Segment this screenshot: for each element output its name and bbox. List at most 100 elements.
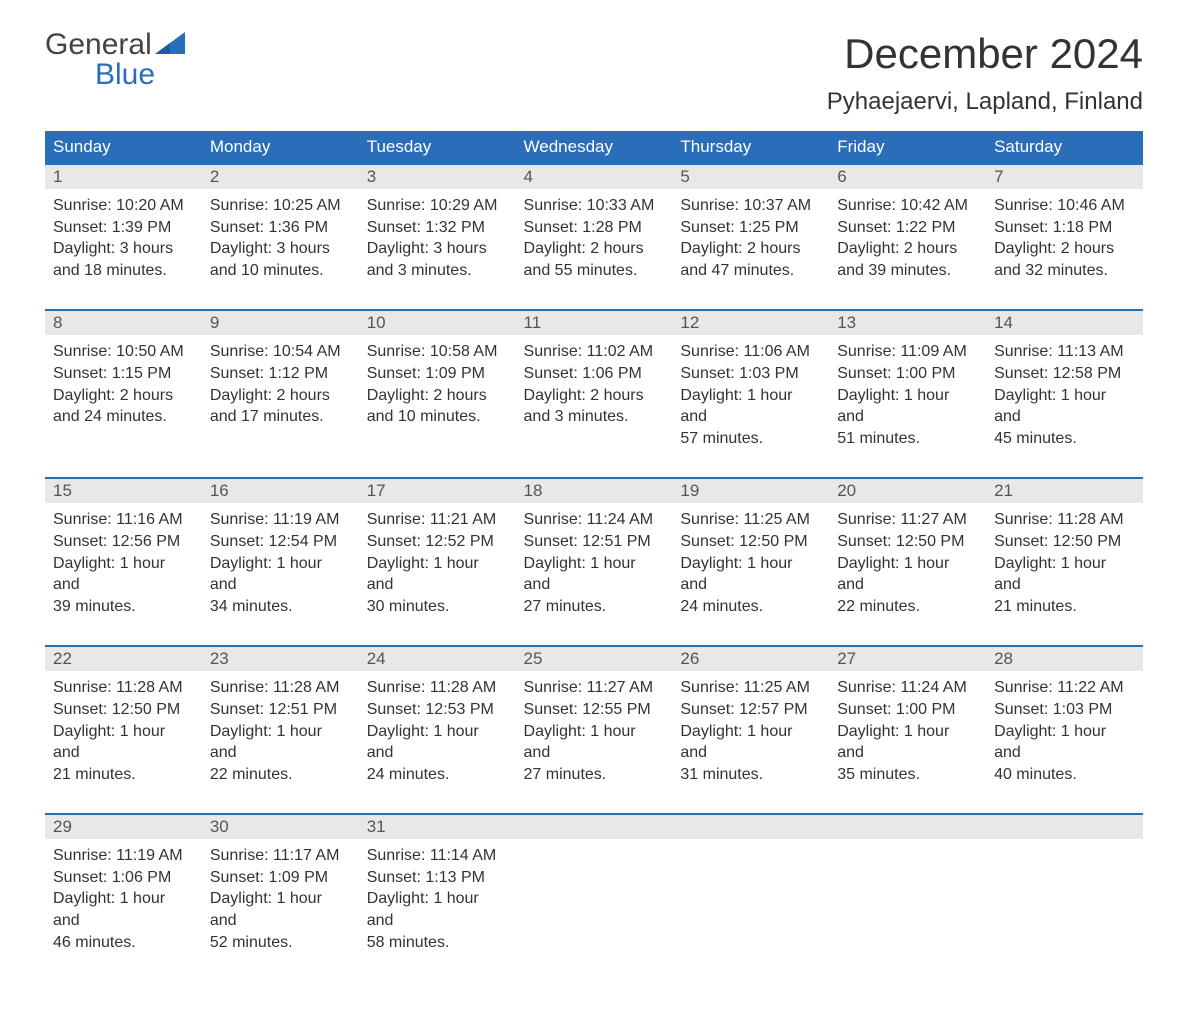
daylight-text-line1: Daylight: 1 hour and bbox=[524, 721, 665, 764]
daylight-text-line1: Daylight: 1 hour and bbox=[680, 385, 821, 428]
daylight-text-line1: Daylight: 1 hour and bbox=[367, 888, 508, 931]
header-right: December 2024 Pyhaejaervi, Lapland, Finl… bbox=[827, 30, 1143, 116]
daylight-text-line1: Daylight: 1 hour and bbox=[53, 553, 194, 596]
sunset-text: Sunset: 1:00 PM bbox=[837, 363, 978, 385]
daylight-text-line1: Daylight: 2 hours bbox=[524, 238, 665, 260]
day-number bbox=[672, 814, 829, 839]
day-number: 31 bbox=[359, 814, 516, 839]
daylight-text-line1: Daylight: 1 hour and bbox=[680, 721, 821, 764]
sunrise-text: Sunrise: 11:28 AM bbox=[367, 677, 508, 699]
day-content: Sunrise: 10:37 AMSunset: 1:25 PMDaylight… bbox=[672, 189, 829, 310]
sunset-text: Sunset: 1:09 PM bbox=[210, 867, 351, 889]
day-content bbox=[516, 839, 673, 981]
daylight-text-line1: Daylight: 1 hour and bbox=[210, 888, 351, 931]
sunrise-text: Sunrise: 10:20 AM bbox=[53, 195, 194, 217]
sunrise-text: Sunrise: 11:25 AM bbox=[680, 509, 821, 531]
sunrise-text: Sunrise: 11:17 AM bbox=[210, 845, 351, 867]
day-content: Sunrise: 10:58 AMSunset: 1:09 PMDaylight… bbox=[359, 335, 516, 478]
logo-top-row: General bbox=[45, 30, 185, 60]
day-content: Sunrise: 10:42 AMSunset: 1:22 PMDaylight… bbox=[829, 189, 986, 310]
sunset-text: Sunset: 1:22 PM bbox=[837, 217, 978, 239]
week-content-row: Sunrise: 11:28 AMSunset: 12:50 PMDayligh… bbox=[45, 671, 1143, 814]
day-number: 15 bbox=[45, 478, 202, 503]
sunset-text: Sunset: 1:36 PM bbox=[210, 217, 351, 239]
sunset-text: Sunset: 12:55 PM bbox=[524, 699, 665, 721]
day-number bbox=[986, 814, 1143, 839]
sunrise-text: Sunrise: 10:25 AM bbox=[210, 195, 351, 217]
daylight-text-line2: 22 minutes. bbox=[210, 764, 351, 786]
day-content: Sunrise: 11:25 AMSunset: 12:57 PMDayligh… bbox=[672, 671, 829, 814]
day-content: Sunrise: 11:22 AMSunset: 1:03 PMDaylight… bbox=[986, 671, 1143, 814]
sunrise-text: Sunrise: 11:24 AM bbox=[524, 509, 665, 531]
daylight-text-line1: Daylight: 1 hour and bbox=[210, 721, 351, 764]
day-number: 26 bbox=[672, 646, 829, 671]
sunset-text: Sunset: 1:00 PM bbox=[837, 699, 978, 721]
week-content-row: Sunrise: 11:19 AMSunset: 1:06 PMDaylight… bbox=[45, 839, 1143, 981]
day-content: Sunrise: 11:27 AMSunset: 12:50 PMDayligh… bbox=[829, 503, 986, 646]
daylight-text-line1: Daylight: 2 hours bbox=[53, 385, 194, 407]
week-number-row: 293031 bbox=[45, 814, 1143, 839]
daylight-text-line1: Daylight: 1 hour and bbox=[994, 385, 1135, 428]
sunrise-text: Sunrise: 11:22 AM bbox=[994, 677, 1135, 699]
sunset-text: Sunset: 12:50 PM bbox=[680, 531, 821, 553]
daylight-text-line2: 58 minutes. bbox=[367, 932, 508, 954]
day-content: Sunrise: 11:02 AMSunset: 1:06 PMDaylight… bbox=[516, 335, 673, 478]
day-content: Sunrise: 11:28 AMSunset: 12:50 PMDayligh… bbox=[45, 671, 202, 814]
daylight-text-line2: and 3 minutes. bbox=[524, 406, 665, 428]
sunrise-text: Sunrise: 11:27 AM bbox=[524, 677, 665, 699]
daylight-text-line1: Daylight: 1 hour and bbox=[210, 553, 351, 596]
day-number: 17 bbox=[359, 478, 516, 503]
sunrise-text: Sunrise: 11:09 AM bbox=[837, 341, 978, 363]
day-number: 30 bbox=[202, 814, 359, 839]
day-number: 12 bbox=[672, 310, 829, 335]
week-number-row: 891011121314 bbox=[45, 310, 1143, 335]
daylight-text-line2: 30 minutes. bbox=[367, 596, 508, 618]
sunrise-text: Sunrise: 10:58 AM bbox=[367, 341, 508, 363]
daylight-text-line2: 21 minutes. bbox=[994, 596, 1135, 618]
month-title: December 2024 bbox=[827, 30, 1143, 78]
day-number: 27 bbox=[829, 646, 986, 671]
day-content: Sunrise: 11:09 AMSunset: 1:00 PMDaylight… bbox=[829, 335, 986, 478]
day-number: 28 bbox=[986, 646, 1143, 671]
day-number: 22 bbox=[45, 646, 202, 671]
day-number: 3 bbox=[359, 164, 516, 189]
daylight-text-line2: and 18 minutes. bbox=[53, 260, 194, 282]
day-number: 10 bbox=[359, 310, 516, 335]
day-content: Sunrise: 11:19 AMSunset: 12:54 PMDayligh… bbox=[202, 503, 359, 646]
day-number: 18 bbox=[516, 478, 673, 503]
daylight-text-line1: Daylight: 3 hours bbox=[210, 238, 351, 260]
daylight-text-line2: 51 minutes. bbox=[837, 428, 978, 450]
day-content: Sunrise: 11:14 AMSunset: 1:13 PMDaylight… bbox=[359, 839, 516, 981]
day-number: 6 bbox=[829, 164, 986, 189]
sunset-text: Sunset: 1:03 PM bbox=[994, 699, 1135, 721]
sunset-text: Sunset: 12:56 PM bbox=[53, 531, 194, 553]
week-content-row: Sunrise: 10:20 AMSunset: 1:39 PMDaylight… bbox=[45, 189, 1143, 310]
daylight-text-line1: Daylight: 1 hour and bbox=[53, 888, 194, 931]
daylight-text-line1: Daylight: 1 hour and bbox=[994, 721, 1135, 764]
daylight-text-line1: Daylight: 1 hour and bbox=[837, 553, 978, 596]
sunrise-text: Sunrise: 10:50 AM bbox=[53, 341, 194, 363]
day-content: Sunrise: 11:27 AMSunset: 12:55 PMDayligh… bbox=[516, 671, 673, 814]
daylight-text-line1: Daylight: 1 hour and bbox=[837, 385, 978, 428]
day-content: Sunrise: 11:28 AMSunset: 12:53 PMDayligh… bbox=[359, 671, 516, 814]
logo: General Blue bbox=[45, 30, 185, 90]
daylight-text-line2: 46 minutes. bbox=[53, 932, 194, 954]
sunrise-text: Sunrise: 10:54 AM bbox=[210, 341, 351, 363]
sunset-text: Sunset: 1:32 PM bbox=[367, 217, 508, 239]
sunrise-text: Sunrise: 11:27 AM bbox=[837, 509, 978, 531]
day-content: Sunrise: 10:29 AMSunset: 1:32 PMDaylight… bbox=[359, 189, 516, 310]
day-number: 13 bbox=[829, 310, 986, 335]
logo-text-blue: Blue bbox=[95, 60, 185, 90]
daylight-text-line1: Daylight: 3 hours bbox=[367, 238, 508, 260]
daylight-text-line1: Daylight: 1 hour and bbox=[367, 553, 508, 596]
daylight-text-line1: Daylight: 1 hour and bbox=[524, 553, 665, 596]
header: General Blue December 2024 Pyhaejaervi, … bbox=[45, 30, 1143, 116]
daylight-text-line2: and 32 minutes. bbox=[994, 260, 1135, 282]
day-number bbox=[516, 814, 673, 839]
daylight-text-line2: 34 minutes. bbox=[210, 596, 351, 618]
day-content: Sunrise: 11:16 AMSunset: 12:56 PMDayligh… bbox=[45, 503, 202, 646]
daylight-text-line1: Daylight: 2 hours bbox=[524, 385, 665, 407]
daylight-text-line2: and 10 minutes. bbox=[210, 260, 351, 282]
day-content: Sunrise: 11:28 AMSunset: 12:51 PMDayligh… bbox=[202, 671, 359, 814]
sunrise-text: Sunrise: 11:28 AM bbox=[210, 677, 351, 699]
